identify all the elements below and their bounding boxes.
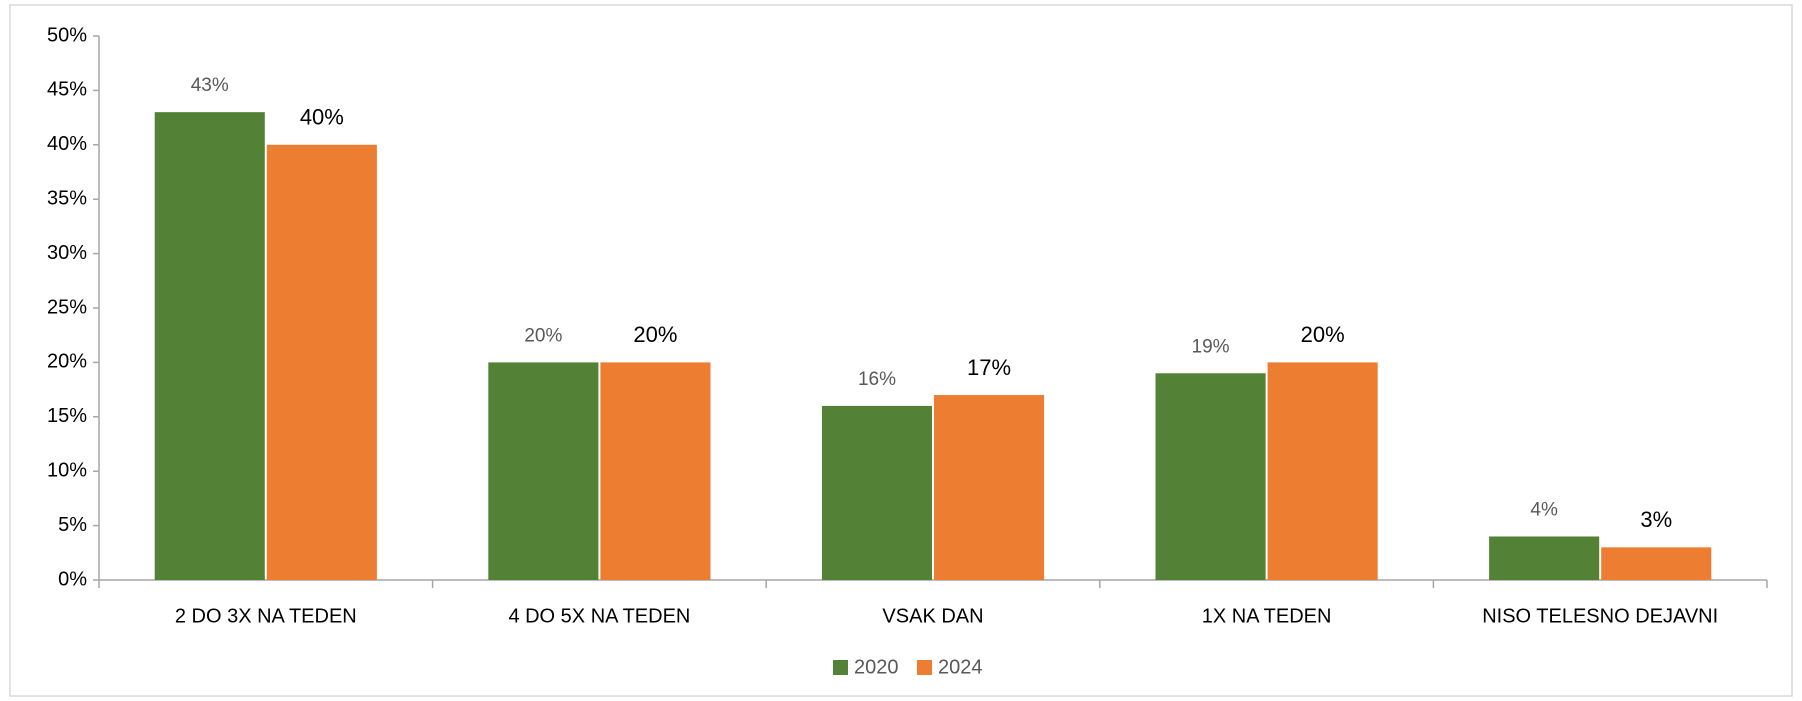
bar [266, 144, 377, 581]
bar [154, 112, 265, 580]
x-tick-label: NISO TELESNO DEJAVNI [1482, 605, 1718, 627]
value-label: 43% [191, 75, 229, 96]
y-tick-label: 50% [47, 24, 87, 46]
y-tick-label: 20% [47, 351, 87, 373]
legend-label: 2020 [854, 656, 899, 678]
x-tick-label: 2 DO 3X NA TEDEN [175, 605, 357, 627]
y-tick-label: 30% [47, 242, 87, 264]
legend-swatch [833, 660, 848, 675]
value-label: 20% [633, 322, 677, 347]
y-tick-label: 15% [47, 405, 87, 427]
bar [1267, 362, 1378, 580]
bar [600, 362, 711, 580]
bar [1155, 373, 1266, 580]
bar [821, 405, 932, 580]
legend-swatch [917, 660, 932, 675]
value-label: 3% [1640, 507, 1672, 532]
value-label: 40% [300, 105, 344, 130]
bar [1601, 547, 1712, 580]
value-label: 17% [967, 355, 1011, 380]
legend-label: 2024 [938, 656, 983, 678]
x-tick-label: 4 DO 5X NA TEDEN [508, 605, 690, 627]
x-tick-label: 1X NA TEDEN [1202, 605, 1332, 627]
value-label: 20% [524, 325, 562, 346]
y-tick-label: 25% [47, 296, 87, 318]
value-label: 4% [1530, 499, 1558, 520]
y-tick-label: 40% [47, 133, 87, 155]
y-tick-label: 5% [58, 514, 87, 536]
y-tick-label: 45% [47, 79, 87, 101]
value-label: 20% [1301, 322, 1345, 347]
bar [934, 395, 1045, 580]
bar [1489, 536, 1600, 580]
bar [488, 362, 599, 580]
y-tick-label: 35% [47, 187, 87, 209]
y-tick-label: 10% [47, 459, 87, 481]
value-label: 19% [1192, 336, 1230, 357]
value-label: 16% [858, 369, 896, 390]
x-tick-label: VSAK DAN [882, 605, 983, 627]
y-tick-label: 0% [58, 568, 87, 590]
